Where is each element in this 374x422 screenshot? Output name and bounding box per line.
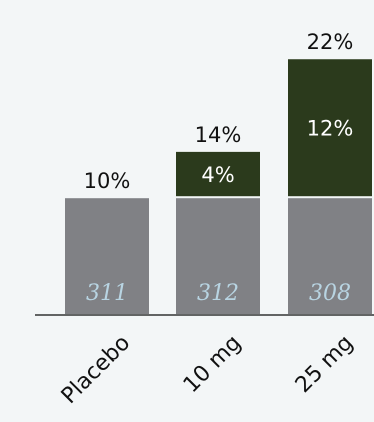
increment-label: 4%	[201, 163, 234, 187]
total-label: 14%	[195, 123, 242, 147]
increment-label: 12%	[307, 117, 354, 141]
total-label: 22%	[307, 30, 354, 54]
category-label: Placebo	[57, 331, 135, 409]
n-label: 312	[197, 281, 239, 306]
bar-increment-segment	[176, 151, 260, 197]
n-label: 308	[309, 281, 351, 306]
bar-base-segment	[65, 198, 149, 314]
category-label: 10 mg	[179, 331, 246, 398]
total-label: 10%	[84, 169, 131, 193]
n-label: 311	[86, 281, 128, 306]
category-label: 25 mg	[291, 331, 358, 398]
bar-base-segment	[176, 198, 260, 314]
bar-base-segment	[288, 198, 372, 314]
bar-increment-segment	[288, 59, 372, 197]
